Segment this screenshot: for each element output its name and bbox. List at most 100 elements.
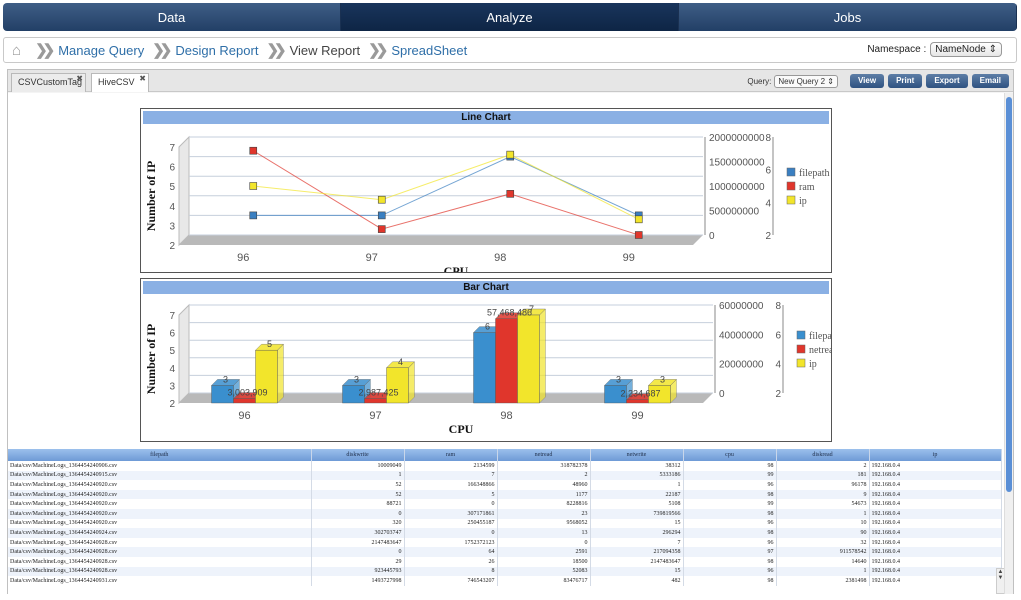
column-header[interactable]: ram [404,449,498,461]
nav-tab-data[interactable]: Data [3,3,341,31]
chart-title: Bar Chart [143,281,829,294]
table-cell: 1 [311,470,405,481]
table-row[interactable]: Data/csv/MachineLogs_1364454240906.csv 10… [8,461,1002,471]
data-point [377,211,386,220]
nav-tab-jobs[interactable]: Jobs [679,3,1017,31]
table-row[interactable]: Data/csv/MachineLogs_1364454240920.csv 88… [8,499,1002,509]
table-cell: Data/csv/MachineLogs_1364454240928.csv [8,556,312,567]
bar-side [277,343,284,404]
table-row[interactable]: Data/csv/MachineLogs_1364454240915.csv 1 7… [8,470,1002,481]
table-cell: Data/csv/MachineLogs_1364454240920.csv [8,499,312,509]
breadcrumb-manage-query[interactable]: Manage Query [58,42,145,58]
table-cell: 96 [683,480,777,490]
chart-side-wall [178,303,190,405]
table-row[interactable]: Data/csv/MachineLogs_1364454240928.csv 21… [8,537,1002,548]
query-select[interactable]: New Query 2 ⇕ [774,74,838,88]
x-tick-label: 99 [623,252,635,264]
export-button[interactable]: Export [926,74,968,88]
view-button[interactable]: View [849,74,885,88]
table-cell: Data/csv/MachineLogs_1364454240931.csv [8,576,312,586]
table-cell: 7 [590,537,684,548]
breadcrumb-design-report[interactable]: Design Report [175,42,259,58]
table-cell: 54673 [776,499,870,509]
data-label: 3 [223,374,228,384]
table-row[interactable]: Data/csv/MachineLogs_1364454240920.csv 52… [8,489,1002,500]
table-cell: 192.168.0.4 [869,508,1002,519]
table-row[interactable]: Data/csv/MachineLogs_1364454240928.csv 29… [8,556,1002,567]
table-cell: 64 [404,547,498,557]
table-cell: 2 [497,470,591,481]
table-cell: 2381498 [776,576,870,586]
query-value: New Query 2 [778,76,826,86]
column-header[interactable]: diskread [776,449,870,461]
table-cell: 2 [776,461,870,471]
email-button[interactable]: Email [971,74,1009,88]
right-tick-label: 60000000 [719,301,764,312]
column-header[interactable]: diskwrite [311,449,405,461]
close-icon[interactable]: ✖ [76,74,83,83]
table-cell: 0 [404,528,498,538]
series-line [253,154,639,220]
table-cell: 192.168.0.4 [869,537,1002,548]
legend-label: ip [799,196,807,207]
bar [211,385,234,404]
table-row[interactable]: Data/csv/MachineLogs_1364454240920.csv 0 3… [8,508,1002,519]
scrollbar-thumb[interactable] [1006,97,1012,492]
column-header[interactable]: netread [497,449,591,461]
data-label: 2,987,425 [358,388,398,398]
table-cell: Data/csv/MachineLogs_1364454240915.csv [8,470,312,481]
data-label: 6 [485,322,490,332]
right-tick-label: 0 [719,389,725,400]
legend-swatch [796,344,806,354]
tab-label: CSVCustomTag [18,77,83,87]
right-tick-label: 40000000 [719,330,764,341]
tab-csvcustomtag[interactable]: CSVCustomTag ✖ [11,73,86,92]
chart-floor [179,235,703,245]
table-cell: 1 [590,480,684,490]
report-panel: CSVCustomTag ✖ HiveCSV ✖ Query: New Query … [7,69,1014,594]
table-cell: 1 [776,508,870,519]
bar-side [539,308,546,404]
right2-tick-label: 2 [775,389,781,400]
namespace-value: NameNode [935,44,986,55]
data-point [634,215,643,224]
table-cell: 5333186 [590,470,684,481]
table-row[interactable]: Data/csv/MachineLogs_1364454240920.csv 32… [8,518,1002,529]
table-row[interactable]: Data/csv/MachineLogs_1364454240924.csv 30… [8,528,1002,538]
print-button[interactable]: Print [888,74,923,88]
vertical-scrollbar[interactable] [1004,93,1013,594]
x-tick-label: 97 [369,410,381,422]
bar [255,349,278,404]
table-cell: 7 [404,470,498,481]
y-tick-label: 3 [169,381,175,392]
table-row[interactable]: Data/csv/MachineLogs_1364454240928.csv 0 6… [8,547,1002,557]
legend-swatch [786,181,796,191]
column-header[interactable]: filepath [8,449,312,461]
series-line [252,150,639,236]
table-cell: 307171861 [404,508,498,519]
namespace-select[interactable]: NameNode ⇕ [930,42,1002,57]
table-row[interactable]: Data/csv/MachineLogs_1364454240928.csv 92… [8,566,1002,577]
y-tick-label: 5 [169,346,175,357]
tab-hivecsv[interactable]: HiveCSV ✖ [91,73,149,92]
line-chart-plot: 2 3 4 5 6 7 0 500000000 1000000000 1500000000 2000… [144,133,830,272]
table-header: filepath diskwrite ram netread netwrite cpu di… [8,449,1002,461]
breadcrumb-spreadsheet[interactable]: SpreadSheet [391,42,468,58]
column-header[interactable]: netwrite [590,449,684,461]
column-header[interactable]: cpu [683,449,777,461]
table-row[interactable]: Data/csv/MachineLogs_1364454240931.csv 14… [8,576,1002,586]
namespace-selector: Namespace : NameNode ⇕ [867,42,1002,57]
data-label: 3,003,909 [227,388,267,398]
table-cell: 88721 [311,499,405,509]
column-header[interactable]: ip [869,449,1002,461]
y-tick-label: 4 [169,364,175,375]
close-icon[interactable]: ✖ [139,74,146,83]
table-cell: 192.168.0.4 [869,556,1002,567]
legend-label: filepath [799,168,830,179]
table-cell: 192.168.0.4 [869,547,1002,557]
table-cell: 8 [404,566,498,577]
table-row[interactable]: Data/csv/MachineLogs_1364454240920.csv 52… [8,480,1002,490]
bar [517,314,540,404]
home-icon[interactable]: ⌂ [12,41,22,59]
nav-tab-analyze[interactable]: Analyze [341,3,679,31]
